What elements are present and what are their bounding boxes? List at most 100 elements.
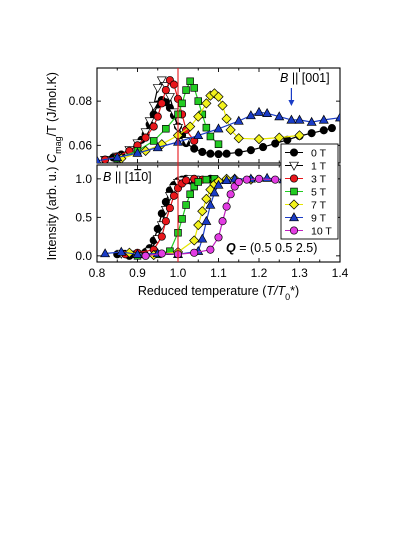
top-point-0t bbox=[246, 146, 255, 155]
legend-marker-9t bbox=[289, 212, 299, 222]
bottom-y-axis-label: Intensity (arb. u.) bbox=[45, 167, 59, 261]
top-point-7t bbox=[201, 98, 212, 109]
x-axis-label: Reduced temperature (T/T0*) bbox=[138, 284, 299, 302]
bottom-y-tick-label: 1.0 bbox=[75, 172, 92, 186]
top-point-1t bbox=[140, 128, 151, 138]
bottom-point-10t bbox=[226, 190, 235, 199]
legend-marker-3t bbox=[289, 174, 299, 183]
bottom-panel: 0.0 0.5 1.0 0.8 0.9 1.0 1.1 1.2 1.3 1.4 Reduced te… bbox=[45, 164, 349, 302]
top-point-9t bbox=[245, 110, 256, 120]
top-panel: 0.06 0.08 Cmag/T (J/mol.K) B || [001] bbox=[45, 67, 341, 164]
legend-label-1t: 1 T bbox=[311, 161, 327, 173]
bottom-point-10t bbox=[190, 248, 199, 257]
top-point-9t bbox=[318, 114, 329, 124]
top-point-9t bbox=[132, 147, 143, 157]
top-point-7t bbox=[225, 124, 236, 135]
bottom-point-5t bbox=[182, 201, 190, 209]
top-point-9t bbox=[233, 115, 244, 125]
top-point-9t bbox=[152, 142, 163, 152]
top-point-5t bbox=[186, 77, 194, 86]
bottom-point-10t bbox=[271, 175, 280, 184]
bottom-point-9t bbox=[132, 248, 143, 258]
bottom-point-9t bbox=[197, 233, 208, 243]
top-point-3t bbox=[149, 122, 158, 131]
q-vector-annotation: Q = (0.5 0.5 2.5) bbox=[226, 241, 317, 255]
bottom-point-10t bbox=[157, 249, 166, 258]
top-point-0t bbox=[198, 147, 207, 157]
top-point-9t bbox=[193, 130, 204, 140]
top-point-7t bbox=[217, 100, 228, 111]
bottom-point-9t bbox=[201, 215, 212, 225]
top-point-9t bbox=[97, 155, 102, 163]
x-tick-label: 0.8 bbox=[89, 266, 106, 280]
top-point-5t bbox=[149, 137, 158, 145]
legend-label-0t: 0 T bbox=[311, 148, 327, 160]
top-point-0t bbox=[271, 139, 280, 148]
top-point-9t bbox=[262, 107, 273, 117]
legend-marker-1t bbox=[289, 161, 299, 171]
bottom-point-7t bbox=[197, 206, 208, 217]
bottom-point-9t bbox=[205, 199, 216, 209]
bottom-field-annotation: B || [110] bbox=[103, 170, 152, 184]
legend-label-3t: 3 T bbox=[311, 174, 327, 186]
bottom-point-5t bbox=[166, 247, 174, 255]
top-point-0t bbox=[234, 148, 243, 157]
legend-marker-7t bbox=[288, 199, 300, 210]
top-point-3t bbox=[153, 112, 162, 121]
top-arrow-head bbox=[288, 100, 295, 106]
top-point-7t bbox=[213, 91, 224, 102]
bottom-point-10t bbox=[206, 245, 215, 254]
top-point-5t bbox=[194, 97, 203, 105]
top-point-7t bbox=[253, 134, 265, 145]
x-tick-label: 1.0 bbox=[170, 266, 187, 280]
bottom-point-5t bbox=[202, 175, 211, 184]
bottom-point-3t bbox=[182, 176, 191, 185]
bottom-point-10t bbox=[234, 177, 243, 186]
top-point-1t bbox=[164, 93, 175, 103]
top-point-0t bbox=[283, 135, 292, 144]
bottom-point-7t bbox=[189, 235, 200, 246]
top-point-7t bbox=[185, 121, 196, 132]
legend-label-10t: 10 T bbox=[311, 226, 332, 238]
bottom-point-9t bbox=[213, 179, 224, 189]
top-field-annotation: B || [001] bbox=[280, 71, 330, 85]
top-point-9t bbox=[213, 123, 224, 133]
bottom-point-10t bbox=[214, 233, 223, 242]
top-point-9t bbox=[294, 114, 305, 124]
bottom-point-9t bbox=[221, 175, 232, 185]
top-point-9t bbox=[335, 112, 340, 122]
x-tick-label: 0.9 bbox=[129, 266, 146, 280]
x-tick-label: 1.1 bbox=[210, 266, 227, 280]
bottom-point-3t bbox=[165, 204, 174, 213]
top-point-5t bbox=[202, 123, 211, 132]
top-point-5t bbox=[206, 132, 215, 141]
top-point-0t bbox=[214, 150, 223, 159]
top-point-7t bbox=[221, 113, 232, 124]
top-point-3t bbox=[169, 80, 179, 89]
top-point-1t bbox=[144, 117, 155, 127]
bottom-y-tick-label: 0.5 bbox=[75, 210, 92, 224]
bottom-point-3t bbox=[169, 191, 179, 200]
top-point-7t bbox=[193, 111, 204, 122]
top-point-0t bbox=[258, 143, 268, 152]
top-y-tick-label: 0.06 bbox=[69, 138, 93, 152]
top-y-axis-label: Cmag/T (J/mol.K) bbox=[45, 72, 63, 163]
legend-label-9t: 9 T bbox=[311, 213, 327, 225]
top-point-9t bbox=[274, 111, 285, 121]
top-point-3t bbox=[161, 86, 170, 95]
bottom-point-7t bbox=[193, 219, 204, 231]
top-point-0t bbox=[222, 149, 231, 158]
top-point-9t bbox=[254, 106, 264, 116]
bottom-series-group bbox=[100, 172, 289, 261]
bottom-point-10t bbox=[141, 251, 150, 260]
top-point-5t bbox=[182, 86, 190, 94]
top-point-1t bbox=[148, 101, 159, 111]
legend-label-7t: 7 T bbox=[311, 200, 327, 212]
top-point-7t bbox=[274, 132, 285, 143]
x-tick-label: 1.4 bbox=[332, 266, 349, 280]
top-point-0t bbox=[190, 144, 199, 153]
bottom-point-5t bbox=[190, 182, 198, 191]
top-point-3t bbox=[141, 133, 150, 142]
bottom-point-7t bbox=[201, 193, 212, 204]
